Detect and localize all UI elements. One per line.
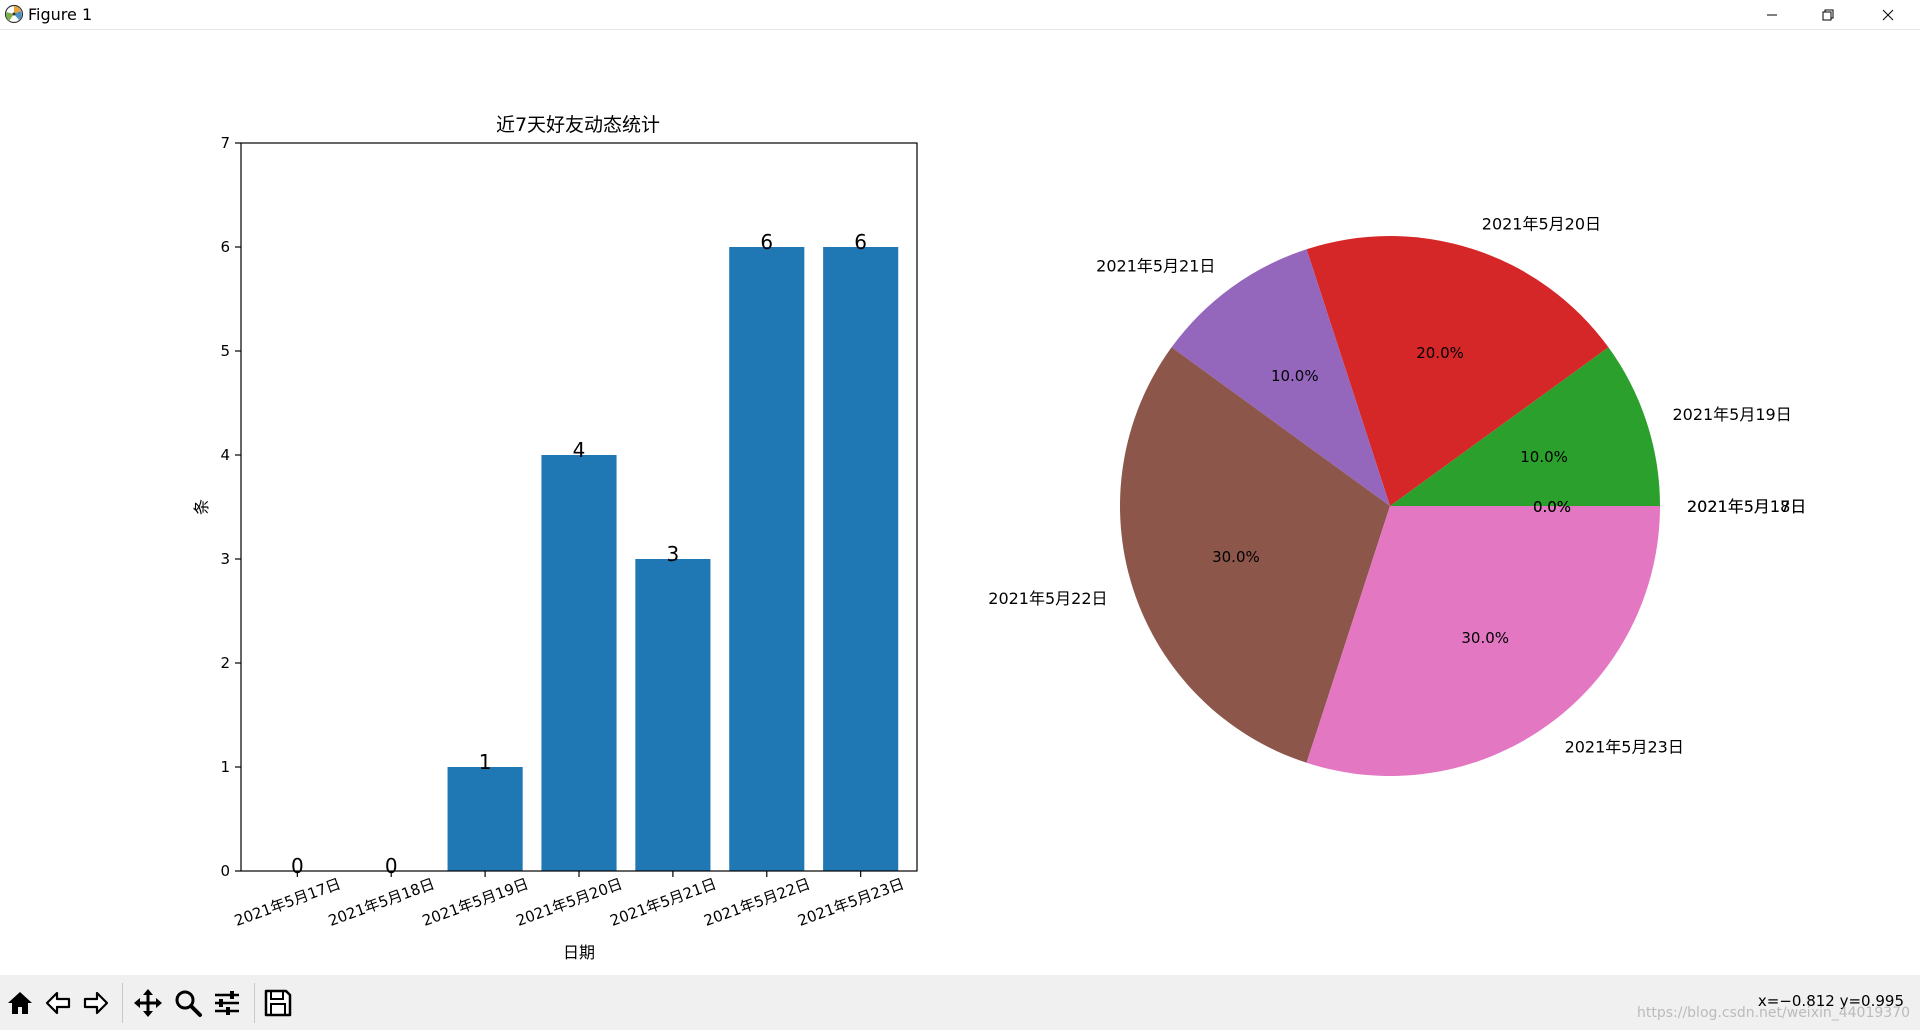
magnifier-icon <box>175 990 202 1017</box>
y-tick-label: 2 <box>220 654 230 672</box>
move-icon <box>134 989 162 1017</box>
pie-percent-labels: 0.0%0.0%10.0%20.0%10.0%30.0%30.0% <box>1212 344 1571 647</box>
pie-wedge <box>1120 347 1390 763</box>
chart-title: 近7天好友动态统计 <box>496 114 660 136</box>
window-title: Figure 1 <box>28 5 93 24</box>
x-tick-label: 2021年5月19日 <box>420 875 531 930</box>
x-tick-label: 2021年5月18日 <box>326 875 437 930</box>
matplotlib-app-icon <box>4 4 24 24</box>
pie-category-label: 2021年5月19日 <box>1672 405 1791 424</box>
toolbar-separator <box>254 983 255 1023</box>
pie-category-label: 2021年5月18日 <box>1687 497 1806 516</box>
y-tick-label: 0 <box>220 862 230 880</box>
home-button[interactable] <box>2 985 38 1021</box>
floppy-disk-icon <box>264 989 292 1017</box>
forward-button[interactable] <box>78 985 114 1021</box>
y-axis-ticks: 0 1 2 3 4 5 6 7 <box>220 134 241 880</box>
bar <box>447 767 523 871</box>
pie-percent-label: 20.0% <box>1416 344 1464 362</box>
bar <box>729 247 805 871</box>
y-tick-label: 5 <box>220 342 230 360</box>
pie-category-label: 2021年5月20日 <box>1482 215 1601 234</box>
x-axis-label: 日期 <box>563 943 595 962</box>
pie-category-label: 2021年5月17日 <box>1687 497 1806 516</box>
save-button[interactable] <box>260 985 296 1021</box>
bar <box>823 247 899 871</box>
pie-wedge <box>1306 506 1660 776</box>
y-tick-label: 4 <box>220 446 230 464</box>
pie-wedge <box>1306 236 1609 506</box>
x-tick-label: 2021年5月21日 <box>608 875 719 930</box>
pie-percent-label: 0.0% <box>1533 498 1571 516</box>
pie-category-label: 2021年5月23日 <box>1565 737 1684 756</box>
bar <box>541 455 617 871</box>
pie-category-label: 2021年5月22日 <box>988 589 1107 608</box>
zoom-button[interactable] <box>170 985 206 1021</box>
x-axis-ticks: 2021年5月17日2021年5月18日2021年5月19日2021年5月20日… <box>232 871 907 930</box>
close-icon <box>1882 9 1894 20</box>
y-tick-label: 6 <box>220 238 230 256</box>
y-tick-label: 1 <box>220 758 230 776</box>
bar-data-label: 0 <box>385 854 398 878</box>
pie-percent-label: 0.0% <box>1533 498 1571 516</box>
y-tick-label: 3 <box>220 550 230 568</box>
bar-data-label: 6 <box>854 230 867 254</box>
cursor-coordinates: x=−0.812 y=0.995 <box>1757 992 1904 1010</box>
navigation-toolbar: x=−0.812 y=0.995 https://blog.csdn.net/w… <box>0 975 1920 1030</box>
pie-percent-label: 30.0% <box>1212 548 1260 566</box>
pie-percent-label: 30.0% <box>1461 629 1509 647</box>
bar-data-label: 1 <box>479 750 492 774</box>
pie-percent-label: 10.0% <box>1520 448 1568 466</box>
bar-data-label: 0 <box>291 854 304 878</box>
bar-series <box>447 247 899 871</box>
pan-button[interactable] <box>130 985 166 1021</box>
watermark-text: https://blog.csdn.net/weixin_44019370 <box>1636 1005 1910 1021</box>
home-icon <box>8 992 32 1014</box>
pie-category-label: 2021年5月21日 <box>1096 257 1215 276</box>
configure-subplots-button[interactable] <box>209 985 245 1021</box>
arrow-right-icon <box>83 991 109 1015</box>
pie-wedges <box>1120 236 1660 776</box>
sliders-icon <box>215 991 239 1015</box>
pie-wedge <box>1390 347 1660 506</box>
plot-area-frame <box>240 142 918 872</box>
x-tick-label: 2021年5月23日 <box>795 875 906 930</box>
minimize-icon <box>1767 14 1777 15</box>
bar-data-label: 3 <box>667 542 680 566</box>
x-tick-label: 2021年5月17日 <box>232 875 343 930</box>
bar <box>635 559 711 871</box>
pie-wedge <box>1171 249 1390 507</box>
x-tick-label: 2021年5月20日 <box>514 875 625 930</box>
pie-chart: 0.0%0.0%10.0%20.0%10.0%30.0%30.0% 2021年5… <box>988 215 1806 776</box>
bar-data-label: 6 <box>760 230 773 254</box>
bar-data-label: 4 <box>573 438 586 462</box>
title-bar: Figure 1 <box>0 0 1920 30</box>
arrow-left-icon <box>45 991 71 1015</box>
y-axis-label: 条 <box>192 499 211 515</box>
pie-percent-label: 10.0% <box>1271 367 1319 385</box>
x-tick-label: 2021年5月22日 <box>701 875 812 930</box>
restore-icon <box>1822 9 1834 20</box>
close-button[interactable] <box>1856 0 1920 29</box>
back-button[interactable] <box>40 985 76 1021</box>
y-tick-label: 7 <box>220 134 230 152</box>
restore-button[interactable] <box>1800 0 1856 29</box>
bar-data-labels: 0 0 1 4 3 6 6 <box>291 230 867 878</box>
toolbar-separator <box>122 983 123 1023</box>
minimize-button[interactable] <box>1744 0 1800 29</box>
